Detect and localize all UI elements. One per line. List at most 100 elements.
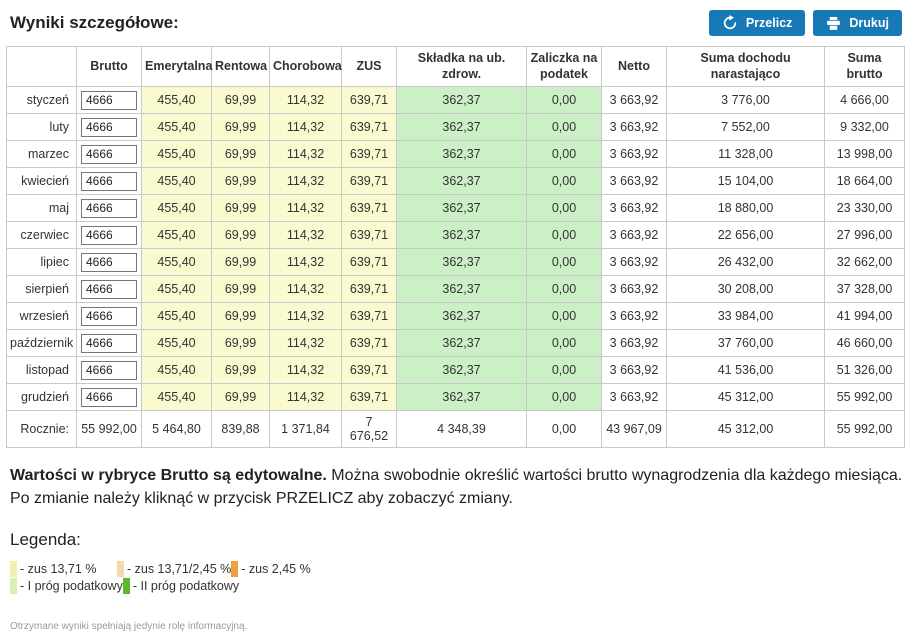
brutto-input[interactable] (81, 252, 137, 272)
emerytalna-cell: 455,40 (141, 275, 212, 304)
brutto-input[interactable] (81, 279, 137, 299)
suma-brutto-cell: 23 330,00 (824, 194, 905, 223)
chorobowa-cell: 114,32 (269, 167, 342, 196)
brutto-cell (76, 167, 142, 196)
emerytalna-cell: 455,40 (141, 86, 212, 115)
suma-brutto-cell: 13 998,00 (824, 140, 905, 169)
month-label: marzec (6, 140, 77, 169)
skladka-zdrowotna-cell: 362,37 (396, 275, 527, 304)
emerytalna-cell: 455,40 (141, 248, 212, 277)
brutto-input[interactable] (81, 198, 137, 218)
zus-cell: 639,71 (341, 140, 397, 169)
legend-row-1: - zus 13,71 % - zus 13,71/2,45 % - zus 2… (10, 561, 904, 578)
brutto-input[interactable] (81, 90, 137, 110)
suma-brutto-cell: 27 996,00 (824, 221, 905, 250)
zaliczka-podatek-cell: 0,00 (526, 113, 602, 142)
brutto-input[interactable] (81, 306, 137, 326)
suma-brutto-cell: 37 328,00 (824, 275, 905, 304)
zaliczka-podatek-cell: 0,00 (526, 275, 602, 304)
emerytalna-cell: 455,40 (141, 113, 212, 142)
summary-chorobowa: 1 371,84 (269, 410, 342, 449)
legend-row-2: - I próg podatkowy - II próg podatkowy (10, 578, 904, 595)
zus-cell: 639,71 (341, 383, 397, 412)
summary-emerytalna: 5 464,80 (141, 410, 212, 449)
brutto-input[interactable] (81, 144, 137, 164)
table-row: marzec 455,40 69,99 114,32 639,71 362,37… (6, 140, 905, 169)
przelicz-button[interactable]: Przelicz (708, 10, 806, 36)
header-suma-brutto: Suma brutto (824, 45, 905, 88)
suma-brutto-cell: 51 326,00 (824, 356, 905, 385)
chorobowa-cell: 114,32 (269, 194, 342, 223)
toolbar: Przelicz Drukuj (708, 10, 902, 36)
skladka-zdrowotna-cell: 362,37 (396, 86, 527, 115)
brutto-input[interactable] (81, 117, 137, 137)
suma-dochodu-cell: 45 312,00 (666, 383, 825, 412)
brutto-input[interactable] (81, 333, 137, 353)
suma-dochodu-cell: 41 536,00 (666, 356, 825, 385)
legend-title: Legenda: (10, 529, 81, 549)
summary-netto: 43 967,09 (601, 410, 667, 449)
skladka-zdrowotna-cell: 362,37 (396, 140, 527, 169)
skladka-zdrowotna-cell: 362,37 (396, 356, 527, 385)
rentowa-cell: 69,99 (211, 329, 270, 358)
drukuj-button[interactable]: Drukuj (813, 10, 902, 36)
legend-label: - zus 2,45 % (241, 562, 311, 577)
summary-label: Rocznie: (6, 410, 77, 449)
emerytalna-cell: 455,40 (141, 140, 212, 169)
brutto-input[interactable] (81, 387, 137, 407)
suma-dochodu-cell: 37 760,00 (666, 329, 825, 358)
zaliczka-podatek-cell: 0,00 (526, 248, 602, 277)
zus-cell: 639,71 (341, 356, 397, 385)
brutto-input[interactable] (81, 360, 137, 380)
summary-zus: 7 676,52 (341, 410, 397, 449)
netto-cell: 3 663,92 (601, 194, 667, 223)
netto-cell: 3 663,92 (601, 167, 667, 196)
brutto-cell (76, 248, 142, 277)
zaliczka-podatek-cell: 0,00 (526, 302, 602, 331)
zaliczka-podatek-cell: 0,00 (526, 86, 602, 115)
zus-cell: 639,71 (341, 86, 397, 115)
printer-icon (826, 16, 841, 31)
netto-cell: 3 663,92 (601, 86, 667, 115)
legend-item-zus-1371-245: - zus 13,71/2,45 % (117, 561, 231, 578)
emerytalna-cell: 455,40 (141, 302, 212, 331)
month-label: czerwiec (6, 221, 77, 250)
brutto-input[interactable] (81, 225, 137, 245)
skladka-zdrowotna-cell: 362,37 (396, 194, 527, 223)
rentowa-cell: 69,99 (211, 86, 270, 115)
legend-label: - zus 13,71 % (20, 562, 97, 577)
header-skladka-zdrowotna: Składka na ub. zdrow. (396, 45, 527, 88)
rentowa-cell: 69,99 (211, 140, 270, 169)
legend-item-zus-1371: - zus 13,71 % (10, 561, 117, 578)
przelicz-label: Przelicz (745, 16, 793, 30)
header-chorobowa: Chorobowa (269, 45, 342, 88)
rentowa-cell: 69,99 (211, 356, 270, 385)
chorobowa-cell: 114,32 (269, 356, 342, 385)
month-label: lipiec (6, 248, 77, 277)
netto-cell: 3 663,92 (601, 248, 667, 277)
table-row: czerwiec 455,40 69,99 114,32 639,71 362,… (6, 221, 905, 250)
note-bold: Wartości w rybryce Brutto są edytowalne. (10, 467, 327, 485)
header-brutto: Brutto (76, 45, 142, 88)
chorobowa-cell: 114,32 (269, 113, 342, 142)
zaliczka-podatek-cell: 0,00 (526, 194, 602, 223)
month-label: maj (6, 194, 77, 223)
drukuj-label: Drukuj (849, 16, 889, 30)
suma-dochodu-cell: 30 208,00 (666, 275, 825, 304)
suma-dochodu-cell: 7 552,00 (666, 113, 825, 142)
results-table: Brutto Emerytalna Rentowa Chorobowa ZUS … (6, 45, 905, 449)
brutto-input[interactable] (81, 171, 137, 191)
zus-cell: 639,71 (341, 113, 397, 142)
rentowa-cell: 69,99 (211, 383, 270, 412)
zus-cell: 639,71 (341, 248, 397, 277)
summary-zaliczka-podatek: 0,00 (526, 410, 602, 449)
rentowa-cell: 69,99 (211, 167, 270, 196)
rentowa-cell: 69,99 (211, 248, 270, 277)
legend-label: - II próg podatkowy (132, 579, 240, 594)
netto-cell: 3 663,92 (601, 302, 667, 331)
brutto-cell (76, 113, 142, 142)
zaliczka-podatek-cell: 0,00 (526, 329, 602, 358)
emerytalna-cell: 455,40 (141, 383, 212, 412)
suma-dochodu-cell: 26 432,00 (666, 248, 825, 277)
